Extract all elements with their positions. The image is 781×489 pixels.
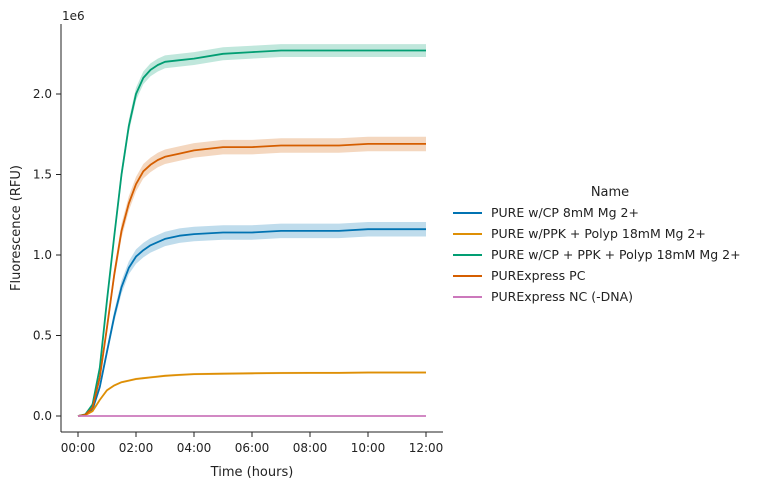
legend-label-4: PURExpress NC (-DNA) bbox=[491, 289, 633, 304]
x-tick-label: 00:00 bbox=[61, 441, 96, 455]
legend-label-0: PURE w/CP 8mM Mg 2+ bbox=[491, 205, 639, 220]
y-tick-label: 0.0 bbox=[33, 409, 52, 423]
y-offset-label: 1e6 bbox=[62, 9, 85, 23]
x-tick-label: 04:00 bbox=[177, 441, 212, 455]
series-line-0 bbox=[77, 228, 426, 417]
x-tick-label: 12:00 bbox=[409, 441, 444, 455]
y-tick-label: 0.5 bbox=[33, 329, 52, 343]
x-tick-label: 08:00 bbox=[293, 441, 328, 455]
legend-label-1: PURE w/PPK + Polyp 18mM Mg 2+ bbox=[491, 226, 706, 241]
legend-title: Name bbox=[591, 185, 629, 200]
x-axis-label: Time (hours) bbox=[210, 465, 294, 480]
y-axis-ticks: 0.0 0.5 1.0 1.5 2.0 bbox=[33, 87, 61, 423]
series-lines bbox=[77, 49, 426, 417]
legend-label-2: PURE w/CP + PPK + Polyp 18mM Mg 2+ bbox=[491, 247, 741, 262]
series-line-2 bbox=[77, 49, 426, 417]
y-axis-label: Fluorescence (RFU) bbox=[9, 165, 24, 291]
legend-label-3: PURExpress PC bbox=[491, 268, 586, 283]
confidence-band-0 bbox=[78, 222, 426, 416]
x-axis-ticks: 00:00 02:00 04:00 06:00 08:00 10:00 12:00 bbox=[61, 432, 444, 455]
y-tick-label: 2.0 bbox=[33, 87, 52, 101]
y-tick-label: 1.5 bbox=[33, 168, 52, 182]
x-tick-label: 02:00 bbox=[119, 441, 154, 455]
x-tick-label: 06:00 bbox=[235, 441, 270, 455]
series-line-1 bbox=[77, 371, 426, 417]
x-tick-label: 10:00 bbox=[351, 441, 386, 455]
series-line-3 bbox=[77, 142, 426, 417]
y-tick-label: 1.0 bbox=[33, 248, 52, 262]
legend: Name PURE w/CP 8mM Mg 2+ PURE w/PPK + Pol… bbox=[453, 185, 741, 304]
confidence-band-1 bbox=[78, 371, 426, 416]
